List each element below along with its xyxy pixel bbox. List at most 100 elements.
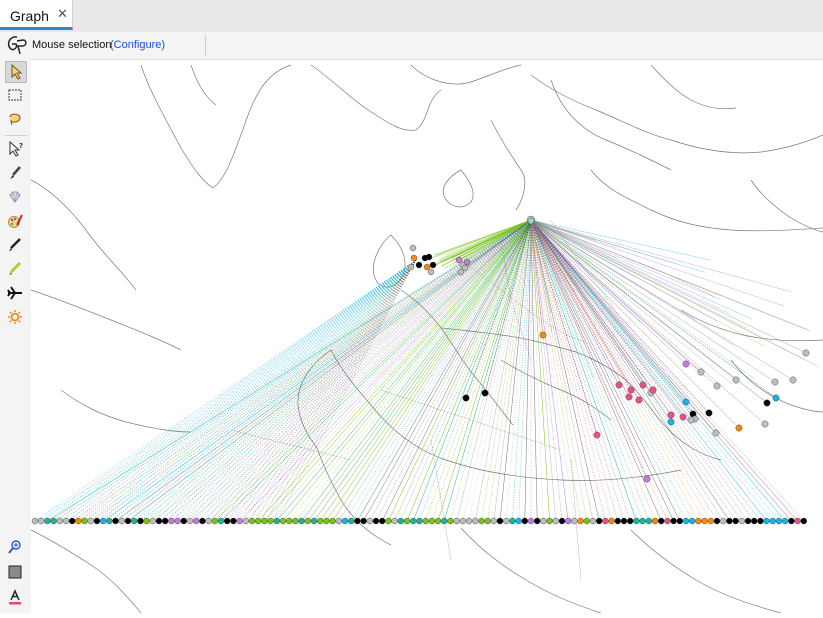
graph-node[interactable] xyxy=(577,517,584,525)
graph-node[interactable] xyxy=(676,517,683,525)
close-icon[interactable]: ✕ xyxy=(57,6,68,21)
graph-node[interactable] xyxy=(689,517,696,525)
graph-node[interactable] xyxy=(565,517,572,525)
graph-node[interactable] xyxy=(366,517,373,525)
graph-node[interactable] xyxy=(608,517,615,525)
text-color-icon[interactable] xyxy=(5,587,27,609)
graph-node[interactable] xyxy=(242,517,250,525)
graph-node[interactable] xyxy=(552,517,559,525)
graph-node[interactable] xyxy=(732,376,740,384)
graph-node[interactable] xyxy=(211,517,219,525)
graph-node[interactable] xyxy=(186,517,194,525)
graph-node[interactable] xyxy=(490,517,497,525)
graph-node[interactable] xyxy=(422,517,429,525)
graph-node[interactable] xyxy=(118,517,126,525)
graph-node[interactable] xyxy=(428,517,435,525)
graph-node[interactable] xyxy=(679,413,687,421)
graph-node[interactable] xyxy=(425,253,433,261)
graph-node[interactable] xyxy=(496,517,504,525)
graph-node[interactable] xyxy=(682,398,690,406)
graph-node[interactable] xyxy=(261,517,268,525)
graph-node[interactable] xyxy=(112,517,119,525)
sun-icon[interactable] xyxy=(5,307,27,329)
graph-node[interactable] xyxy=(348,517,355,525)
graph-node[interactable] xyxy=(720,517,727,525)
graph-node[interactable] xyxy=(99,517,107,525)
graph-node[interactable] xyxy=(534,517,541,525)
graph-node[interactable] xyxy=(789,376,797,384)
graph-node[interactable] xyxy=(267,517,274,525)
graph-node[interactable] xyxy=(149,517,157,525)
graph-node[interactable] xyxy=(614,517,621,525)
graph-node[interactable] xyxy=(571,517,578,525)
graph-node[interactable] xyxy=(670,517,677,525)
graph-node[interactable] xyxy=(459,517,466,525)
graph-node[interactable] xyxy=(62,517,70,525)
graph-node[interactable] xyxy=(236,517,243,525)
graph-node[interactable] xyxy=(81,517,88,525)
graph-node[interactable] xyxy=(168,517,175,525)
graph-node[interactable] xyxy=(223,517,231,525)
graph-node[interactable] xyxy=(540,517,547,525)
graph-node[interactable] xyxy=(639,381,647,389)
graph-node[interactable] xyxy=(625,393,633,401)
graph-node[interactable] xyxy=(515,517,522,525)
graph-node[interactable] xyxy=(771,378,779,386)
graph-node[interactable] xyxy=(93,517,101,525)
graph-node[interactable] xyxy=(472,517,479,525)
pencil-icon[interactable] xyxy=(5,235,27,257)
graph-node[interactable] xyxy=(527,217,535,225)
graph-node[interactable] xyxy=(701,517,708,525)
graph-node[interactable] xyxy=(697,368,705,376)
graph-node[interactable] xyxy=(539,331,547,339)
graph-node[interactable] xyxy=(589,517,597,525)
graph-node[interactable] xyxy=(509,517,516,525)
graph-node[interactable] xyxy=(391,517,398,525)
graph-node[interactable] xyxy=(323,517,330,525)
graph-node[interactable] xyxy=(137,517,144,525)
graph-node[interactable] xyxy=(441,517,448,525)
graph-node[interactable] xyxy=(802,349,810,357)
graph-node[interactable] xyxy=(379,517,386,525)
graph-node[interactable] xyxy=(124,517,132,525)
graph-node[interactable] xyxy=(695,517,702,525)
graph-node[interactable] xyxy=(462,394,470,402)
graph-node[interactable] xyxy=(627,517,634,525)
graph-node[interactable] xyxy=(658,517,665,525)
graph-node[interactable] xyxy=(205,517,212,525)
graph-node[interactable] xyxy=(465,517,473,525)
graph-node[interactable] xyxy=(735,424,743,432)
graph-node[interactable] xyxy=(705,409,713,417)
graph-node[interactable] xyxy=(602,517,609,525)
graph-node[interactable] xyxy=(453,517,460,525)
graph-node[interactable] xyxy=(155,517,163,525)
graph-node[interactable] xyxy=(763,399,771,407)
graph-node[interactable] xyxy=(751,517,758,525)
graph-node[interactable] xyxy=(682,360,690,368)
graph-node[interactable] xyxy=(217,517,225,525)
graph-node[interactable] xyxy=(769,517,776,525)
graph-node[interactable] xyxy=(794,517,801,525)
graph-node[interactable] xyxy=(385,517,392,525)
graph-node[interactable] xyxy=(279,517,287,525)
graph-node[interactable] xyxy=(713,382,721,390)
graph-node[interactable] xyxy=(410,517,417,525)
graph-node[interactable] xyxy=(596,517,603,525)
graph-node[interactable] xyxy=(354,517,361,525)
graph-node[interactable] xyxy=(757,517,764,525)
tab-graph[interactable]: Graph ✕ xyxy=(0,0,73,30)
graph-node[interactable] xyxy=(726,517,733,525)
graph-node[interactable] xyxy=(409,244,417,252)
graph-node[interactable] xyxy=(687,416,695,424)
graph-node[interactable] xyxy=(317,517,324,525)
graph-node[interactable] xyxy=(87,517,94,525)
select-pointer-icon[interactable] xyxy=(5,61,27,83)
gray-square-icon[interactable] xyxy=(5,562,27,584)
zoom-icon[interactable] xyxy=(5,537,27,559)
graph-node[interactable] xyxy=(649,386,657,394)
graph-node[interactable] xyxy=(633,517,640,525)
graph-node[interactable] xyxy=(130,517,138,525)
graph-node[interactable] xyxy=(286,517,293,525)
graph-node[interactable] xyxy=(429,261,437,269)
graph-node[interactable] xyxy=(527,517,535,525)
